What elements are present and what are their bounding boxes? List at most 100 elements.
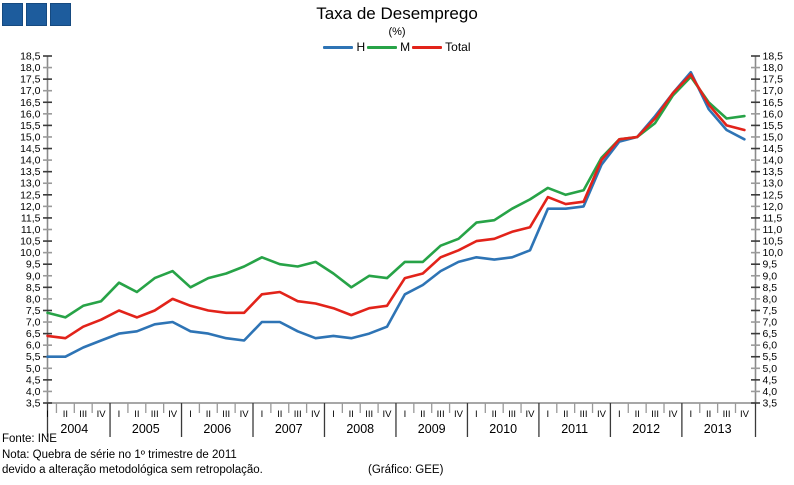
svg-text:11,0: 11,0 [763, 224, 783, 236]
logo-square-icon [2, 3, 23, 26]
svg-text:14,5: 14,5 [20, 143, 41, 155]
svg-text:III: III [651, 409, 659, 420]
svg-text:11,5: 11,5 [763, 212, 783, 224]
chart-legend: H M Total [0, 40, 794, 54]
svg-text:III: III [79, 409, 87, 420]
svg-text:III: III [723, 409, 731, 420]
svg-text:17,5: 17,5 [20, 74, 41, 86]
svg-text:II: II [420, 409, 425, 420]
svg-text:3,5: 3,5 [26, 398, 41, 410]
legend-item-h: H [323, 40, 365, 54]
svg-text:7,5: 7,5 [26, 305, 41, 317]
svg-text:II: II [635, 409, 640, 420]
page-title: Taxa de Desemprego [316, 4, 478, 23]
svg-text:II: II [63, 409, 68, 420]
svg-text:2010: 2010 [489, 422, 517, 436]
svg-text:15,0: 15,0 [20, 131, 41, 143]
svg-text:16,5: 16,5 [763, 97, 784, 109]
svg-text:17,5: 17,5 [763, 74, 784, 86]
svg-text:III: III [294, 409, 302, 420]
svg-text:2006: 2006 [203, 422, 231, 436]
svg-text:IV: IV [454, 409, 464, 420]
svg-text:II: II [349, 409, 354, 420]
svg-text:IV: IV [240, 409, 250, 420]
svg-text:8,5: 8,5 [763, 282, 778, 294]
svg-text:3,5: 3,5 [763, 398, 778, 410]
svg-text:12,5: 12,5 [20, 189, 41, 201]
svg-text:7,0: 7,0 [26, 317, 41, 329]
svg-text:4,5: 4,5 [763, 374, 778, 386]
svg-text:II: II [563, 409, 568, 420]
svg-text:IV: IV [311, 409, 321, 420]
svg-text:II: II [206, 409, 211, 420]
svg-text:4,0: 4,0 [763, 386, 778, 398]
legend-label: M [400, 40, 411, 54]
svg-text:II: II [706, 409, 711, 420]
svg-text:I: I [46, 409, 49, 420]
svg-text:9,5: 9,5 [26, 259, 41, 271]
svg-text:IV: IV [597, 409, 607, 420]
svg-text:18,0: 18,0 [20, 62, 41, 74]
svg-text:15,5: 15,5 [763, 120, 784, 132]
svg-text:IV: IV [168, 409, 178, 420]
svg-text:5,0: 5,0 [26, 363, 41, 375]
svg-text:8,0: 8,0 [763, 293, 778, 305]
svg-text:III: III [580, 409, 588, 420]
svg-text:16,0: 16,0 [20, 108, 41, 120]
svg-text:12,5: 12,5 [763, 189, 784, 201]
svg-text:6,0: 6,0 [763, 340, 778, 352]
legend-swatch-icon [412, 45, 443, 49]
svg-text:13,5: 13,5 [20, 166, 41, 178]
svg-text:13,5: 13,5 [763, 166, 784, 178]
legend-label: H [356, 40, 366, 54]
svg-text:2005: 2005 [132, 422, 160, 436]
svg-text:8,5: 8,5 [26, 282, 41, 294]
svg-text:2011: 2011 [561, 422, 588, 436]
svg-text:IV: IV [383, 409, 393, 420]
svg-text:I: I [332, 409, 335, 420]
svg-text:12,0: 12,0 [20, 201, 41, 213]
svg-text:16,0: 16,0 [763, 108, 784, 120]
logo-square-icon [26, 3, 47, 26]
svg-text:II: II [134, 409, 139, 420]
svg-text:2013: 2013 [704, 422, 732, 436]
svg-text:IV: IV [668, 409, 678, 420]
svg-text:9,0: 9,0 [763, 270, 778, 282]
svg-text:18,5: 18,5 [20, 51, 41, 63]
svg-text:13,0: 13,0 [763, 178, 784, 190]
svg-text:10,5: 10,5 [763, 236, 784, 248]
svg-text:18,0: 18,0 [763, 62, 784, 74]
svg-text:18,5: 18,5 [763, 51, 784, 63]
svg-text:14,0: 14,0 [20, 155, 41, 167]
svg-text:10,0: 10,0 [20, 247, 41, 259]
svg-text:I: I [689, 409, 692, 420]
logo-squares [2, 3, 71, 26]
svg-text:I: I [118, 409, 121, 420]
svg-text:5,5: 5,5 [26, 351, 41, 363]
legend-label: Total [445, 40, 471, 54]
svg-text:12,0: 12,0 [763, 201, 784, 213]
logo-square-icon [50, 3, 71, 26]
svg-text:5,0: 5,0 [763, 363, 778, 375]
chart-subtitle: (%) [388, 26, 406, 38]
svg-text:6,0: 6,0 [26, 340, 41, 352]
svg-text:15,5: 15,5 [20, 120, 41, 132]
svg-text:III: III [151, 409, 159, 420]
svg-text:2007: 2007 [275, 422, 303, 436]
svg-text:15,0: 15,0 [763, 131, 784, 143]
svg-text:IV: IV [97, 409, 107, 420]
svg-text:6,5: 6,5 [763, 328, 778, 340]
svg-text:III: III [508, 409, 516, 420]
svg-text:IV: IV [740, 409, 750, 420]
svg-text:I: I [475, 409, 478, 420]
credit-text: (Gráfico: GEE) [368, 464, 444, 476]
svg-text:11,5: 11,5 [21, 212, 41, 224]
svg-text:2008: 2008 [346, 422, 374, 436]
svg-text:I: I [618, 409, 621, 420]
svg-text:17,0: 17,0 [763, 85, 784, 97]
svg-text:4,5: 4,5 [26, 374, 41, 386]
svg-text:10,5: 10,5 [20, 236, 41, 248]
svg-text:7,5: 7,5 [763, 305, 778, 317]
